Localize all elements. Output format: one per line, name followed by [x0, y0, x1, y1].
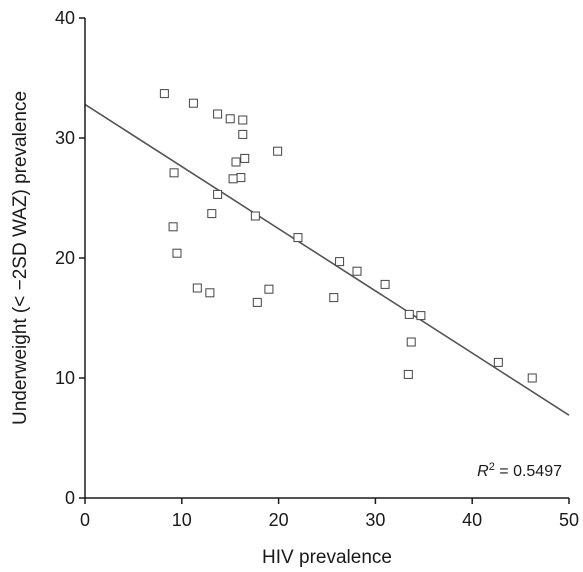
data-point: [241, 154, 249, 162]
x-tick-label: 30: [365, 510, 385, 530]
x-tick-label: 40: [462, 510, 482, 530]
data-point: [229, 175, 237, 183]
data-point: [173, 249, 181, 257]
data-point: [239, 130, 247, 138]
data-point: [206, 289, 214, 297]
y-tick-label: 30: [55, 128, 75, 148]
data-point: [214, 110, 222, 118]
y-tick-label: 10: [55, 368, 75, 388]
x-tick-label: 10: [172, 510, 192, 530]
data-point: [237, 174, 245, 182]
data-point: [417, 312, 425, 320]
data-point: [226, 115, 234, 123]
data-point: [336, 258, 344, 266]
y-tick-label: 0: [65, 488, 75, 508]
data-point: [253, 298, 261, 306]
data-point: [407, 338, 415, 346]
x-tick-label: 50: [559, 510, 579, 530]
data-point: [294, 234, 302, 242]
r-squared-annotation: R2 = 0.5497: [477, 461, 562, 480]
data-point: [494, 358, 502, 366]
data-point: [208, 210, 216, 218]
data-point: [330, 294, 338, 302]
x-tick-label: 20: [269, 510, 289, 530]
data-point: [265, 285, 273, 293]
y-tick-label: 20: [55, 248, 75, 268]
data-point: [274, 147, 282, 155]
trend-line: [85, 104, 569, 415]
data-point: [193, 284, 201, 292]
data-point: [404, 370, 412, 378]
x-axis-title: HIV prevalence: [262, 547, 392, 568]
y-tick-label: 40: [55, 8, 75, 28]
data-point: [169, 223, 177, 231]
data-point: [214, 190, 222, 198]
x-tick-label: 0: [80, 510, 90, 530]
data-point: [239, 116, 247, 124]
data-point: [405, 310, 413, 318]
data-point: [160, 90, 168, 98]
data-point: [170, 169, 178, 177]
data-point: [251, 212, 259, 220]
data-point: [353, 267, 361, 275]
r2-value: = 0.5497: [495, 463, 562, 480]
axes: 0 10 20 30 40 50 0 10 20 30 40: [55, 8, 579, 530]
r2-symbol: R: [477, 463, 489, 480]
data-point: [232, 158, 240, 166]
plot-area: [85, 90, 569, 416]
data-point: [189, 99, 197, 107]
data-point: [528, 374, 536, 382]
data-point: [381, 280, 389, 288]
y-axis-title: Underweight (< −2SD WAZ) prevalence: [10, 91, 31, 425]
